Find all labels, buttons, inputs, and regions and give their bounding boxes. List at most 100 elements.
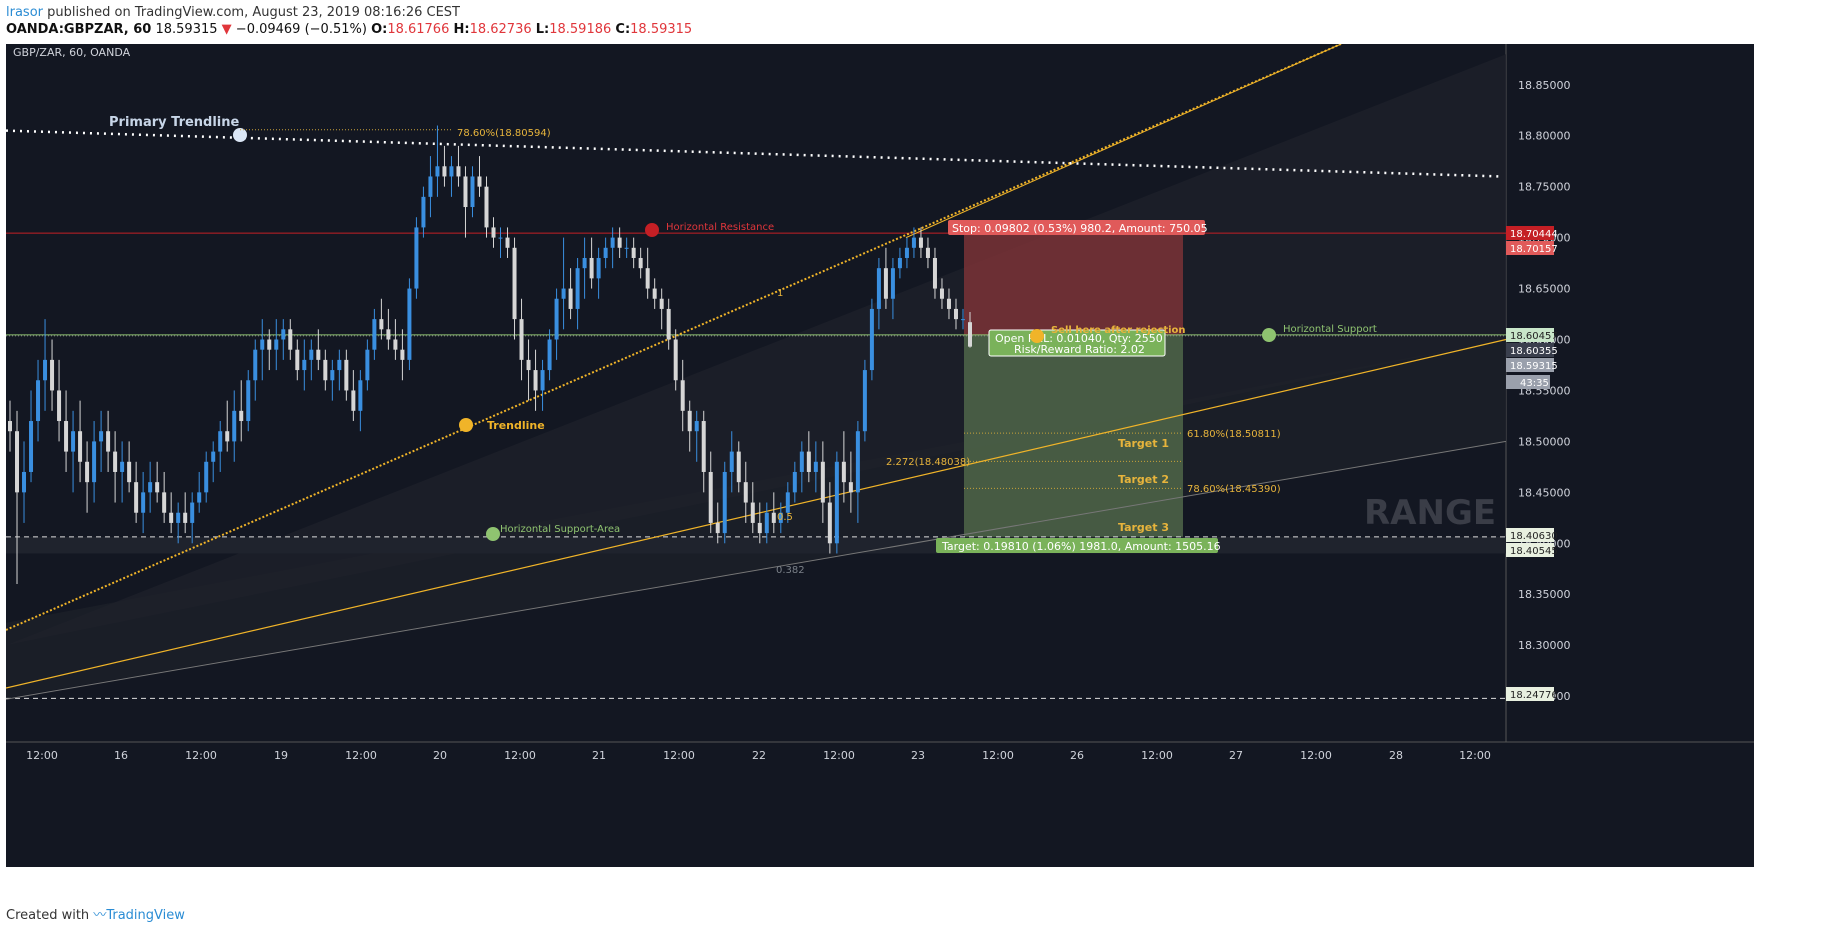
candle [575, 257, 580, 330]
fib-top-label: 78.60%(18.80594) [457, 128, 551, 139]
candle [239, 380, 244, 442]
candle [624, 237, 629, 258]
candle [771, 492, 776, 534]
candle [393, 319, 398, 360]
candle-body [414, 227, 419, 289]
candle-body [162, 492, 167, 513]
candle [344, 349, 349, 401]
candle-body [344, 359, 349, 391]
candle [330, 359, 335, 401]
candle [246, 370, 251, 432]
candle-body [582, 257, 587, 269]
candle [561, 237, 566, 330]
tradingview-brand[interactable]: TradingView [106, 908, 185, 923]
candle-body [932, 257, 937, 289]
candle-body [834, 461, 839, 544]
price-badge-label: 18.70157 [1510, 244, 1558, 255]
price-badge-label: 18.40545 [1510, 546, 1558, 557]
candle [792, 461, 797, 503]
candle [813, 441, 818, 493]
candle [29, 390, 34, 483]
candle-body [113, 451, 118, 472]
candle-body [449, 166, 454, 177]
candle [890, 257, 895, 320]
candle-body [309, 349, 314, 360]
tradingview-logo-icon[interactable]: 〰 [93, 908, 107, 923]
candle-body [498, 237, 503, 239]
open-label: O: [371, 22, 388, 37]
candle-body [960, 319, 965, 321]
sell-note-label: Sell here after rejection [1051, 325, 1186, 336]
x-tick-label: 26 [1070, 749, 1084, 762]
candle-body [155, 482, 160, 493]
candle-body [617, 237, 622, 248]
trendline-marker [459, 418, 473, 432]
candle [512, 237, 517, 340]
candle [36, 359, 41, 442]
candle-body [330, 370, 335, 381]
candle [939, 278, 944, 309]
candle [134, 461, 139, 523]
candle [519, 298, 524, 381]
candle-body [897, 257, 902, 269]
price-badge-label: 18.40630 [1510, 531, 1558, 542]
candle [757, 502, 762, 544]
candle [106, 410, 111, 472]
candle [603, 237, 608, 269]
candle-body [127, 461, 132, 483]
candle [750, 482, 755, 534]
fib-05-label: 0.5 [777, 512, 793, 523]
candle-body [687, 410, 692, 432]
close-label: C: [615, 22, 631, 37]
candle [197, 471, 202, 513]
author-link[interactable]: lrasor [6, 5, 43, 20]
candle [421, 186, 426, 238]
candle [71, 410, 76, 493]
candle [610, 227, 615, 269]
candle [295, 339, 300, 381]
price-badge-label: 18.60457 [1510, 331, 1558, 342]
candle [554, 288, 559, 360]
target-box-text: Target: 0.19810 (1.06%) 1981.0, Amount: … [941, 540, 1221, 553]
x-tick-label: 12:00 [345, 749, 377, 762]
candle-body [799, 451, 804, 472]
lower-trendline [6, 338, 1507, 689]
candle [736, 441, 741, 493]
price-chart[interactable]: GBP/ZAR, 60, OANDA RANGE Primary Trendline… [6, 44, 1754, 867]
candle-body [785, 492, 790, 513]
candle [169, 492, 174, 534]
candle [841, 431, 846, 503]
candle-body [862, 370, 867, 432]
y-tick-label: 18.85000 [1518, 79, 1571, 92]
candle-body [232, 410, 237, 442]
price-axis-background [1506, 44, 1754, 867]
candle-body [176, 512, 181, 523]
candle [904, 237, 909, 269]
candle-body [8, 421, 12, 432]
channel-bottom-line [6, 440, 1507, 700]
candle-body [540, 370, 545, 391]
chart-area[interactable]: GBP/ZAR, 60, OANDA RANGE Primary Trendline… [6, 44, 1754, 867]
candle [43, 319, 48, 411]
candle [386, 308, 391, 350]
candle-body [120, 461, 125, 472]
candle-body [190, 502, 195, 523]
candle [253, 339, 258, 401]
x-tick-label: 12:00 [26, 749, 58, 762]
candle-body [281, 329, 286, 340]
low-value: 18.59186 [549, 22, 612, 37]
published-text: published on TradingView.com, August 23,… [47, 5, 460, 20]
candle-body [659, 298, 664, 309]
candle-body [442, 166, 447, 177]
candle-body [512, 247, 517, 320]
candle-body [379, 319, 384, 330]
x-tick-label: 12:00 [185, 749, 217, 762]
price-badge [1506, 375, 1550, 389]
candle-body [736, 451, 741, 483]
candle-body [99, 431, 104, 442]
x-tick-label: 19 [274, 749, 288, 762]
candle-body [477, 176, 482, 187]
candle [351, 370, 356, 422]
candle-body [904, 247, 909, 258]
support-label: Horizontal Support [1283, 324, 1377, 335]
